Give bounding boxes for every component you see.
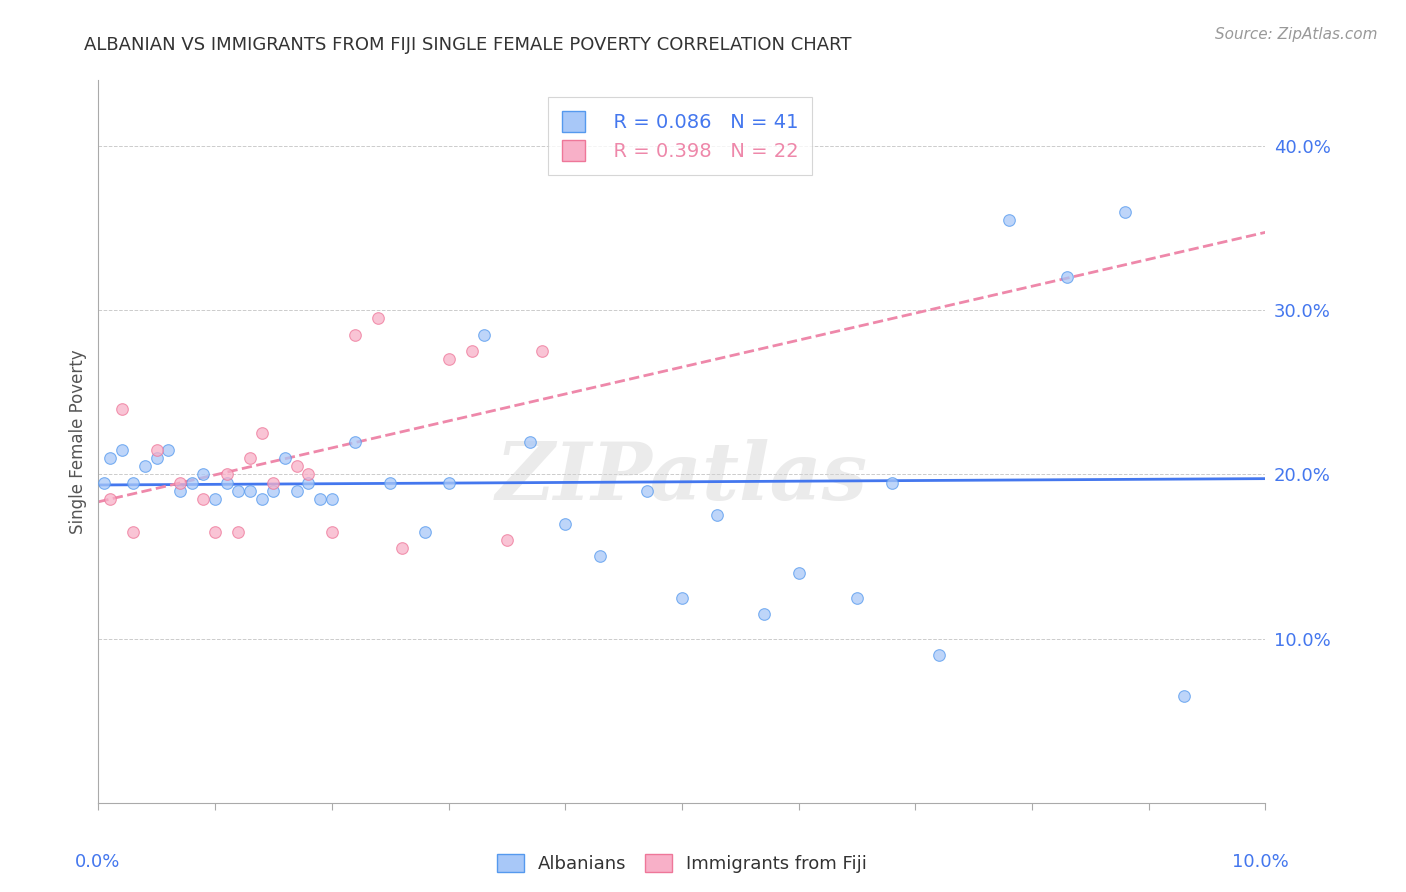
Point [846, 591, 869, 605]
Point [554, 516, 576, 531]
Point [111, 442, 134, 457]
Point [380, 475, 402, 490]
Point [472, 327, 495, 342]
Point [250, 491, 273, 506]
Point [98, 450, 121, 465]
Point [98, 491, 121, 506]
Text: ALBANIAN VS IMMIGRANTS FROM FIJI SINGLE FEMALE POVERTY CORRELATION CHART: ALBANIAN VS IMMIGRANTS FROM FIJI SINGLE … [84, 36, 852, 54]
Point [285, 483, 308, 498]
Point [169, 475, 191, 490]
Point [928, 648, 950, 662]
Point [262, 475, 284, 490]
Point [437, 475, 460, 490]
Point [239, 483, 262, 498]
Point [519, 434, 541, 449]
Point [193, 491, 215, 506]
Point [297, 467, 319, 482]
Point [997, 212, 1019, 227]
Point [215, 475, 238, 490]
Point [1114, 204, 1136, 219]
Point [204, 524, 226, 539]
Text: Source: ZipAtlas.com: Source: ZipAtlas.com [1215, 27, 1378, 42]
Point [461, 344, 484, 359]
Text: 10.0%: 10.0% [1232, 854, 1289, 871]
Point [530, 344, 553, 359]
Point [134, 459, 156, 474]
Point [146, 450, 169, 465]
Point [1173, 689, 1195, 703]
Y-axis label: Single Female Poverty: Single Female Poverty [69, 350, 87, 533]
Point [706, 508, 728, 523]
Point [671, 591, 693, 605]
Point [437, 352, 460, 367]
Point [111, 401, 134, 416]
Point [250, 426, 273, 441]
Point [589, 549, 612, 564]
Point [157, 442, 180, 457]
Point [228, 524, 250, 539]
Point [344, 327, 367, 342]
Point [239, 450, 262, 465]
Point [285, 459, 308, 474]
Point [413, 524, 436, 539]
Point [180, 475, 202, 490]
Point [787, 566, 810, 580]
Point [309, 491, 332, 506]
Point [321, 491, 343, 506]
Point [215, 467, 238, 482]
Point [321, 524, 343, 539]
Point [262, 483, 284, 498]
Point [193, 467, 215, 482]
Point [122, 475, 145, 490]
Point [122, 524, 145, 539]
Point [880, 475, 903, 490]
Point [1056, 270, 1078, 285]
Point [228, 483, 250, 498]
Text: ZIPatlas: ZIPatlas [496, 439, 868, 516]
Point [496, 533, 519, 547]
Point [169, 483, 191, 498]
Point [204, 491, 226, 506]
Point [344, 434, 367, 449]
Point [636, 483, 658, 498]
Point [93, 475, 115, 490]
Text: 0.0%: 0.0% [75, 854, 121, 871]
Point [367, 311, 389, 326]
Legend: Albanians, Immigrants from Fiji: Albanians, Immigrants from Fiji [489, 847, 875, 880]
Point [391, 541, 413, 556]
Point [274, 450, 297, 465]
Point [146, 442, 169, 457]
Point [297, 475, 319, 490]
Point [752, 607, 775, 621]
